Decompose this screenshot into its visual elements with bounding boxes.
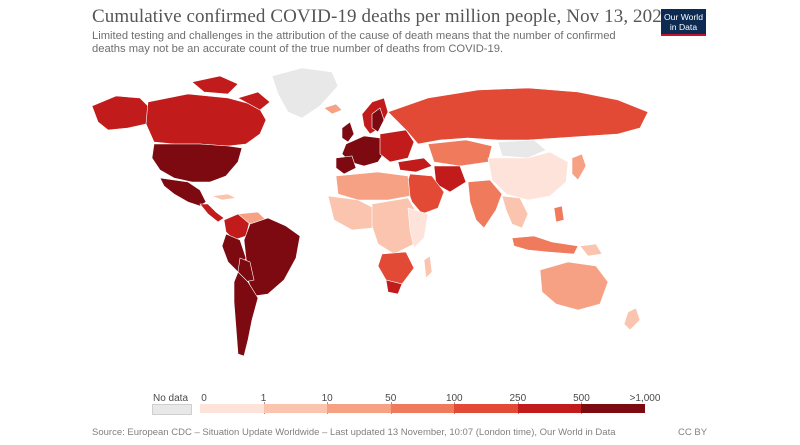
legend-no-data-label: No data bbox=[153, 393, 189, 404]
legend-bin-label: 1 bbox=[260, 393, 267, 404]
country-indonesia[interactable] bbox=[511, 235, 579, 255]
country-madagascar[interactable] bbox=[423, 255, 433, 279]
country-india[interactable] bbox=[467, 179, 503, 229]
country-mexico[interactable] bbox=[159, 177, 207, 207]
country-russia[interactable] bbox=[387, 87, 649, 145]
country-uk[interactable] bbox=[341, 121, 355, 143]
country-china[interactable] bbox=[487, 151, 569, 201]
legend-bin-swatch[interactable] bbox=[517, 404, 582, 413]
country-southeast-asia[interactable] bbox=[501, 195, 529, 229]
legend-bin-label: 10 bbox=[321, 393, 333, 404]
country-argentina-chile[interactable] bbox=[233, 271, 259, 357]
legend-bin-label: 500 bbox=[573, 393, 590, 404]
country-sweden[interactable] bbox=[371, 107, 385, 133]
country-philippines[interactable] bbox=[553, 205, 565, 223]
legend-no-data-swatch[interactable] bbox=[152, 404, 192, 415]
legend-bin-label: 100 bbox=[445, 393, 463, 404]
legend-bin-swatch[interactable] bbox=[454, 404, 518, 413]
owid-logo[interactable]: Our World in Data bbox=[661, 9, 706, 36]
country-greenland[interactable] bbox=[271, 67, 339, 119]
page-title: Cumulative confirmed COVID-19 deaths per… bbox=[92, 6, 672, 27]
country-east-africa[interactable] bbox=[407, 207, 429, 249]
country-spain[interactable] bbox=[335, 155, 357, 175]
country-canada[interactable] bbox=[145, 93, 267, 147]
source-note: Source: European CDC – Situation Update … bbox=[92, 427, 616, 438]
legend-bin-swatch[interactable] bbox=[390, 404, 455, 413]
license-label[interactable]: CC BY bbox=[678, 427, 708, 438]
country-southern-africa[interactable] bbox=[377, 251, 415, 285]
legend-bin-label: 50 bbox=[385, 393, 397, 404]
country-australia[interactable] bbox=[539, 261, 609, 311]
country-canada-islands[interactable] bbox=[191, 75, 271, 111]
country-north-africa[interactable] bbox=[335, 171, 411, 201]
country-west-africa[interactable] bbox=[327, 195, 375, 231]
country-japan[interactable] bbox=[571, 153, 587, 181]
country-brazil[interactable] bbox=[243, 217, 301, 297]
country-usa[interactable] bbox=[151, 143, 243, 183]
legend-bin-label: >1,000 bbox=[629, 393, 661, 404]
country-alaska[interactable] bbox=[91, 95, 151, 131]
page-subtitle: Limited testing and challenges in the at… bbox=[92, 30, 616, 55]
country-kazakhstan[interactable] bbox=[427, 139, 493, 167]
country-papua-new-guinea[interactable] bbox=[579, 243, 603, 257]
country-central-africa[interactable] bbox=[371, 197, 421, 255]
country-turkey[interactable] bbox=[397, 157, 433, 173]
country-eastern-europe[interactable] bbox=[379, 129, 415, 163]
legend-bin-swatch[interactable] bbox=[581, 404, 645, 413]
legend-bin-swatch[interactable] bbox=[327, 404, 391, 413]
legend-bin-label: 0 bbox=[201, 393, 207, 404]
country-south-africa[interactable] bbox=[385, 279, 403, 295]
legend-bin-label: 250 bbox=[509, 393, 527, 404]
country-cuba[interactable] bbox=[211, 193, 237, 201]
country-new-zealand[interactable] bbox=[623, 307, 641, 331]
legend-bin-swatch[interactable] bbox=[200, 404, 264, 413]
country-iceland[interactable] bbox=[323, 103, 343, 115]
legend-bin-swatch[interactable] bbox=[263, 404, 328, 413]
country-central-america[interactable] bbox=[199, 203, 225, 223]
world-map[interactable] bbox=[88, 58, 688, 378]
country-mongolia[interactable] bbox=[497, 139, 547, 159]
